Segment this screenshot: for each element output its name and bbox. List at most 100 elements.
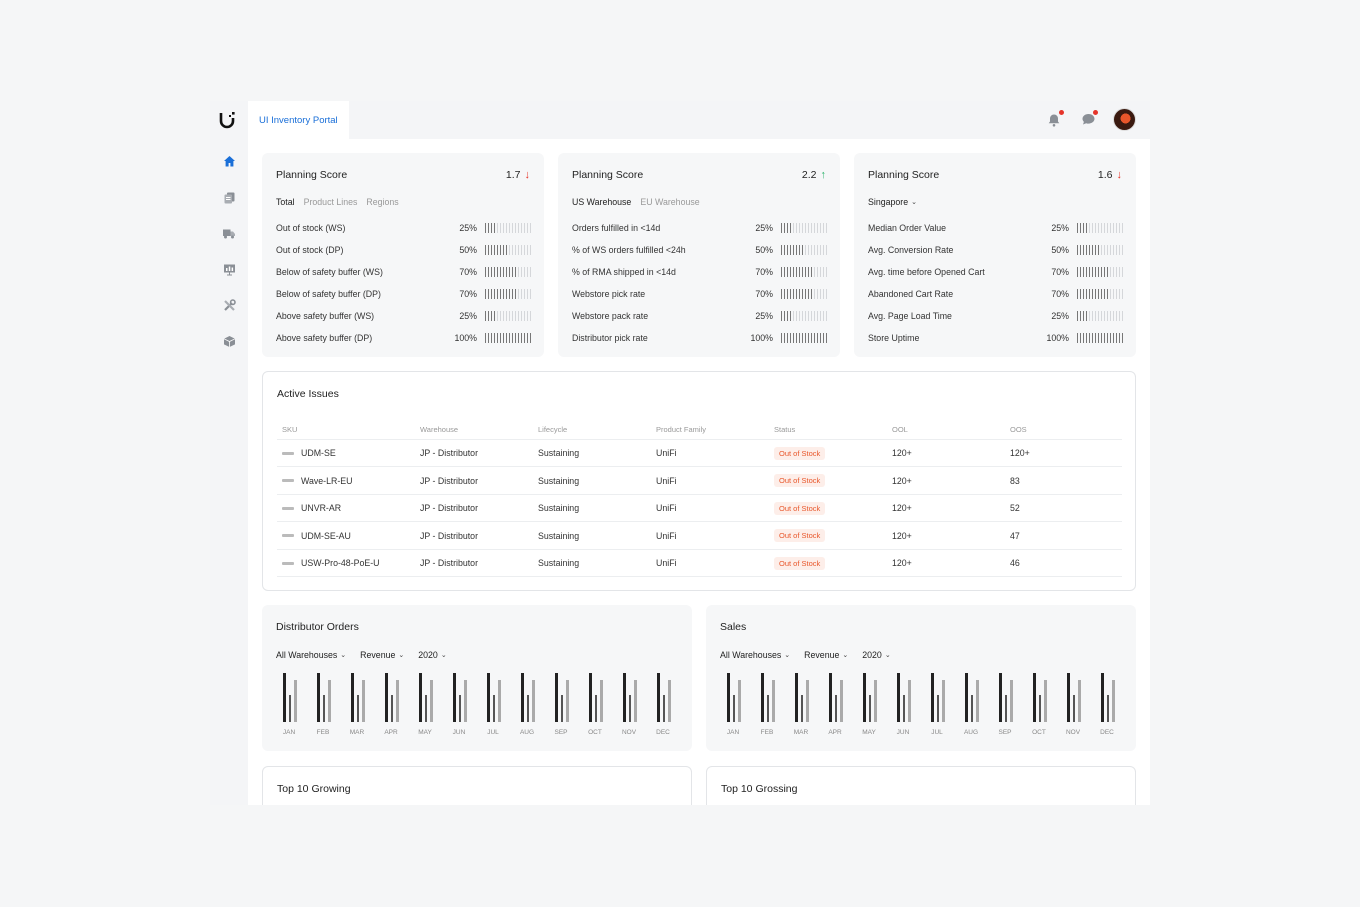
bar-feb-s2[interactable] [772,680,775,722]
bar-oct-s2[interactable] [600,680,603,722]
table-row[interactable]: UNVR-AR JP - Distributor Sustaining UniFi Ou… [277,495,1122,522]
bar-may-s0[interactable] [419,673,422,722]
bar-mar-s2[interactable] [362,680,365,722]
table-row[interactable]: USW-Pro-48-PoE-U JP - Distributor Sustaini… [277,550,1122,577]
bar-apr-s1[interactable] [390,695,393,722]
bar-may-s0[interactable] [863,673,866,722]
bar-jan-s0[interactable] [727,673,730,722]
bar-mar-s1[interactable] [356,695,359,722]
bar-may-s2[interactable] [874,680,877,722]
bar-dec-s2[interactable] [1112,680,1115,722]
bar-mar-s0[interactable] [351,673,354,722]
avatar[interactable] [1113,108,1136,131]
bell-icon[interactable] [1045,109,1064,129]
col-lifecycle[interactable]: Lifecycle [538,425,568,434]
bar-dec-s0[interactable] [657,673,660,722]
year-select[interactable]: 2020 ⌄ [862,650,890,660]
bar-jun-s0[interactable] [897,673,900,722]
bar-feb-s0[interactable] [317,673,320,722]
bar-nov-s2[interactable] [1078,680,1081,722]
bar-jul-s2[interactable] [942,680,945,722]
bar-nov-s2[interactable] [634,680,637,722]
presentation-icon[interactable] [221,261,237,277]
bar-dec-s0[interactable] [1101,673,1104,722]
bar-aug-s1[interactable] [526,695,529,722]
col-warehouse[interactable]: Warehouse [420,425,459,434]
home-icon[interactable] [221,153,237,169]
table-row[interactable]: UDM-SE JP - Distributor Sustaining UniFi Out… [277,440,1122,467]
col-sku[interactable]: SKU [282,425,298,434]
bar-nov-s1[interactable] [628,695,631,722]
bar-dec-s1[interactable] [1106,695,1109,722]
bar-apr-s2[interactable] [396,680,399,722]
bar-sep-s1[interactable] [1004,695,1007,722]
bar-feb-s1[interactable] [766,695,769,722]
bar-apr-s0[interactable] [385,673,388,722]
bar-jan-s1[interactable] [732,695,735,722]
box-icon[interactable] [221,333,237,349]
year-select[interactable]: 2020 ⌄ [418,650,446,660]
col-product-family[interactable]: Product Family [656,425,707,434]
bar-may-s1[interactable] [424,695,427,722]
col-status[interactable]: Status [774,425,796,434]
ubiquiti-logo[interactable] [218,110,238,130]
tab-inventory-portal[interactable]: UI Inventory Portal [248,101,349,139]
bar-dec-s1[interactable] [662,695,665,722]
table-row[interactable]: UDM-SE-AU JP - Distributor Sustaining UniFi… [277,523,1122,550]
bar-oct-s1[interactable] [1038,695,1041,722]
bar-sep-s0[interactable] [555,673,558,722]
bar-feb-s0[interactable] [761,673,764,722]
col-oos[interactable]: OOS [1010,425,1027,434]
bar-nov-s0[interactable] [623,673,626,722]
bar-jan-s0[interactable] [283,673,286,722]
bar-mar-s2[interactable] [806,680,809,722]
bar-mar-s0[interactable] [795,673,798,722]
bar-sep-s2[interactable] [566,680,569,722]
bar-oct-s0[interactable] [589,673,592,722]
bar-mar-s1[interactable] [800,695,803,722]
warehouse-select[interactable]: All Warehouses ⌄ [720,650,790,660]
bar-may-s2[interactable] [430,680,433,722]
bar-jun-s0[interactable] [453,673,456,722]
bar-aug-s1[interactable] [970,695,973,722]
bar-apr-s2[interactable] [840,680,843,722]
tab-product-lines[interactable]: Product Lines [303,197,358,207]
chat-icon[interactable] [1079,109,1098,129]
tab-us-warehouse[interactable]: US Warehouse [572,197,632,207]
bar-jun-s2[interactable] [908,680,911,722]
bar-aug-s2[interactable] [532,680,535,722]
bar-aug-s0[interactable] [521,673,524,722]
warehouse-select[interactable]: All Warehouses ⌄ [276,650,346,660]
bar-jun-s1[interactable] [902,695,905,722]
bar-apr-s1[interactable] [834,695,837,722]
bar-oct-s0[interactable] [1033,673,1036,722]
tab-total[interactable]: Total [276,197,295,207]
bar-aug-s2[interactable] [976,680,979,722]
bar-dec-s2[interactable] [668,680,671,722]
bar-nov-s0[interactable] [1067,673,1070,722]
bar-nov-s1[interactable] [1072,695,1075,722]
bar-jan-s2[interactable] [738,680,741,722]
bar-feb-s2[interactable] [328,680,331,722]
bar-jun-s1[interactable] [458,695,461,722]
documents-icon[interactable] [221,189,237,205]
tab-eu-warehouse[interactable]: EU Warehouse [640,197,700,207]
tools-icon[interactable] [221,297,237,313]
bar-apr-s0[interactable] [829,673,832,722]
bar-jul-s1[interactable] [492,695,495,722]
bar-sep-s0[interactable] [999,673,1002,722]
bar-jul-s2[interactable] [498,680,501,722]
bar-jan-s2[interactable] [294,680,297,722]
table-row[interactable]: Wave-LR-EU JP - Distributor Sustaining UniF… [277,468,1122,495]
bar-jul-s1[interactable] [936,695,939,722]
bar-jun-s2[interactable] [464,680,467,722]
truck-icon[interactable] [221,225,237,241]
bar-oct-s2[interactable] [1044,680,1047,722]
bar-feb-s1[interactable] [322,695,325,722]
bar-sep-s2[interactable] [1010,680,1013,722]
metric-select[interactable]: Revenue ⌄ [360,650,404,660]
bar-oct-s1[interactable] [594,695,597,722]
bar-jan-s1[interactable] [288,695,291,722]
bar-jul-s0[interactable] [931,673,934,722]
region-select[interactable]: Singapore ⌄ [868,197,917,207]
